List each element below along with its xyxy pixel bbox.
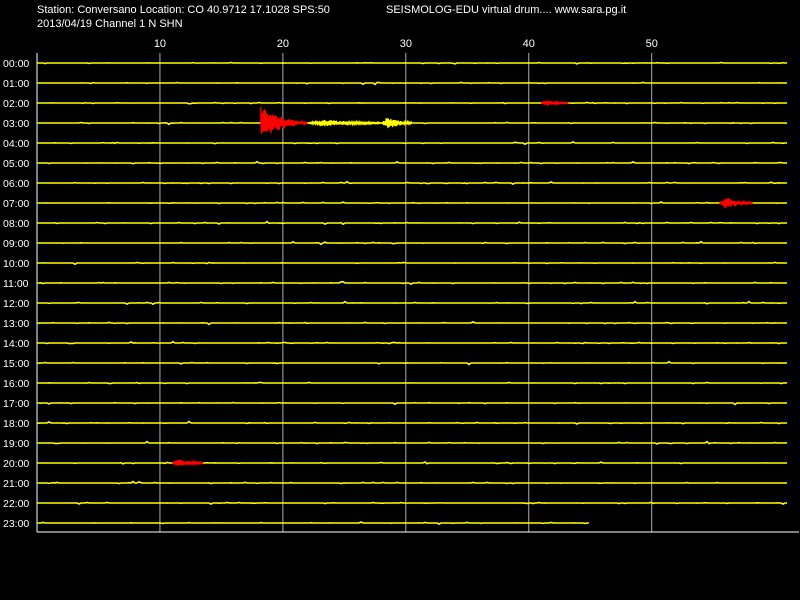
hour-label-0300: 03:00	[3, 118, 29, 130]
event-burst-0300-1	[260, 106, 308, 134]
hour-label-2000: 20:00	[3, 458, 29, 470]
trace-line-0000	[37, 61, 787, 65]
date-channel-info: 2013/04/19 Channel 1 N SHN	[37, 18, 183, 30]
hour-label-2300: 23:00	[3, 518, 29, 530]
hour-label-1900: 19:00	[3, 438, 29, 450]
hour-label-1000: 10:00	[3, 258, 29, 270]
trace-line-0700	[37, 201, 787, 205]
trace-line-1900	[37, 440, 788, 445]
trace-line-0500	[37, 160, 788, 165]
tick-label-minute-10: 10	[154, 38, 166, 50]
hour-label-1800: 18:00	[3, 418, 29, 430]
hour-label-0800: 08:00	[3, 218, 29, 230]
hour-label-0400: 04:00	[3, 138, 29, 150]
trace-line-1600	[37, 381, 788, 385]
hour-label-0900: 09:00	[3, 238, 29, 250]
tick-label-minute-30: 30	[400, 38, 412, 50]
trace-line-0600	[37, 180, 787, 185]
hour-label-0100: 01:00	[3, 78, 29, 90]
tick-label-minute-50: 50	[646, 38, 658, 50]
trace-line-2300	[37, 521, 589, 526]
trace-line-0400	[37, 140, 787, 146]
trace-line-0100	[37, 81, 787, 86]
station-info: Station: Conversano Location: CO 40.9712…	[37, 4, 330, 16]
hour-label-1300: 13:00	[3, 318, 29, 330]
brand-info: SEISMOLOG-EDU virtual drum.... www.sara.…	[386, 4, 627, 16]
hour-label-1700: 17:00	[3, 398, 29, 410]
trace-lines	[36, 61, 788, 526]
minute-tick-labels: 10 20 30 40 50	[154, 38, 658, 50]
trace-line-2000	[37, 460, 787, 465]
trace-line-0800	[37, 220, 787, 226]
hour-label-0700: 07:00	[3, 198, 29, 210]
trace-line-1700	[37, 401, 787, 406]
hour-label-1100: 11:00	[3, 278, 29, 290]
trace-line-1400	[37, 340, 787, 345]
trace-line-1800	[36, 420, 787, 425]
hour-label-0200: 02:00	[3, 98, 29, 110]
seismic-events	[172, 99, 753, 467]
event-burst-0300-3	[380, 118, 413, 129]
trace-line-2100	[37, 480, 787, 485]
trace-line-0900	[37, 240, 787, 246]
trace-line-1200	[37, 300, 787, 306]
hour-label-1400: 14:00	[3, 338, 29, 350]
trace-line-1000	[37, 261, 787, 266]
event-burst-0700-4	[719, 198, 753, 208]
trace-line-0200	[37, 101, 787, 105]
hour-label-0600: 06:00	[3, 178, 29, 190]
minute-gridlines	[36, 53, 799, 533]
hour-label-1500: 15:00	[3, 358, 29, 370]
event-burst-2000-5	[172, 459, 204, 467]
trace-line-2200	[37, 501, 787, 505]
trace-line-1500	[36, 360, 787, 366]
hour-labels: 00:00 01:00 02:00 03:00 04:00 05:00 06:00 07:00…	[3, 58, 29, 530]
event-burst-0200-0	[540, 99, 569, 107]
trace-line-1300	[36, 320, 787, 326]
hour-label-1200: 12:00	[3, 298, 29, 310]
hour-label-2200: 22:00	[3, 498, 29, 510]
hour-label-2100: 21:00	[3, 478, 29, 490]
hour-label-1600: 16:00	[3, 378, 29, 390]
tick-label-minute-20: 20	[277, 38, 289, 50]
tick-label-minute-40: 40	[523, 38, 535, 50]
hour-label-0000: 00:00	[3, 58, 29, 70]
event-burst-0300-2	[307, 119, 382, 127]
hour-label-0500: 05:00	[3, 158, 29, 170]
trace-line-1100	[37, 280, 787, 286]
